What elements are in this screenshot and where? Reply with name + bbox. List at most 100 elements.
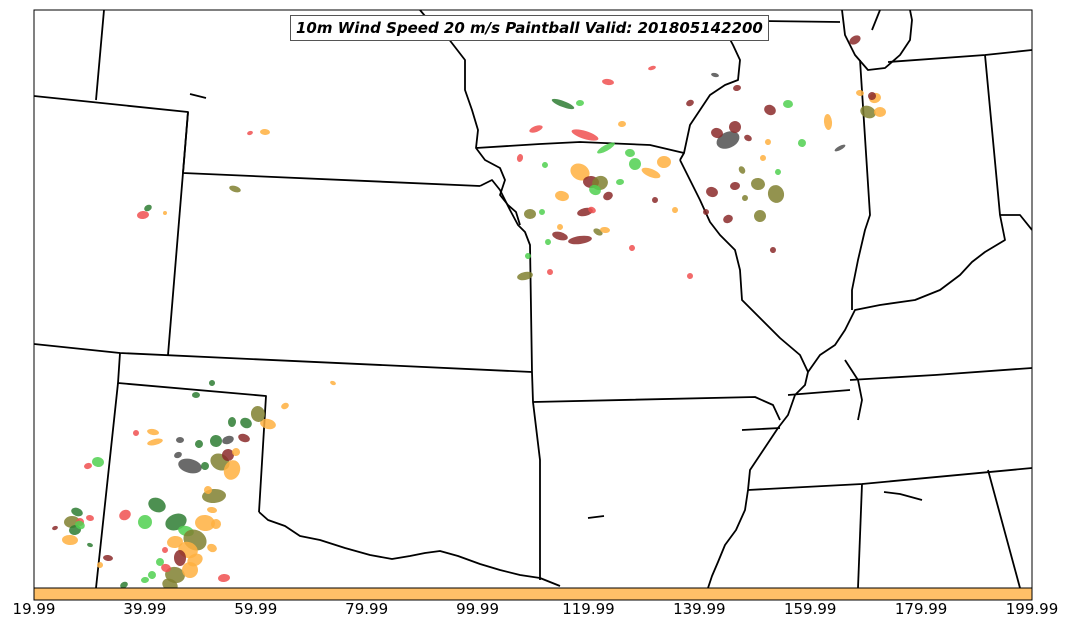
paintball-blob: [240, 417, 252, 429]
paintball-blob: [209, 380, 215, 386]
paintball-blob: [227, 417, 237, 427]
boundary-line: [117, 352, 267, 513]
paintball-blob: [84, 462, 92, 470]
boundary-line: [587, 515, 605, 519]
paintball-blob: [754, 210, 766, 222]
boundary-line: [741, 427, 781, 431]
boundary-line: [987, 469, 1021, 588]
paintball-blob: [86, 514, 94, 522]
state-boundaries: [34, 10, 1032, 588]
paintball-blob: [103, 554, 113, 562]
boundary-line: [883, 491, 923, 501]
paintball-blob: [178, 458, 202, 474]
paintball-blob: [874, 107, 886, 117]
paintball-blob: [576, 99, 584, 107]
paintball-blob: [552, 231, 568, 241]
paintball-blob: [281, 402, 289, 410]
paintball-blob: [148, 497, 166, 513]
boundary-line: [851, 59, 871, 310]
boundary-line: [531, 371, 541, 580]
paintball-blob: [147, 438, 163, 446]
paintball-blob: [625, 148, 635, 158]
paintball-blob: [120, 581, 128, 588]
paintball-blob: [551, 98, 575, 110]
paintball-blob: [174, 451, 182, 459]
paintball-blob: [545, 239, 551, 245]
colorbar-tick-label: 119.99: [562, 600, 615, 618]
paintball-blob: [156, 558, 164, 566]
colorbar-tick-label: 59.99: [234, 600, 278, 618]
paintball-blob: [207, 543, 217, 553]
boundary-line: [95, 382, 119, 588]
boundary-line: [167, 111, 189, 356]
paintball-blob: [192, 391, 200, 399]
paintball-blob: [138, 515, 152, 529]
paintball-blob: [770, 247, 776, 253]
paintball-blob: [232, 448, 240, 456]
paintball-blob: [775, 169, 781, 175]
paintball-blob: [703, 209, 709, 215]
paintball-blob: [686, 99, 694, 107]
boundary-line: [189, 93, 207, 99]
boundary-line: [841, 10, 913, 71]
boundary-line: [34, 343, 533, 373]
paintball-blob: [182, 562, 198, 578]
paintball-blob: [229, 185, 241, 193]
paintball-blob: [204, 486, 212, 494]
paintball-blob: [62, 534, 78, 546]
colorbar-tick-label: 199.99: [1005, 600, 1059, 618]
wind-speed-paintball-layer: [52, 35, 886, 588]
paintball-blob: [211, 519, 221, 529]
boundary-line: [1000, 214, 1032, 231]
paintball-blob: [222, 449, 234, 461]
paintball-blob: [723, 214, 733, 224]
paintball-blob: [92, 456, 104, 468]
paintball-blob: [555, 190, 569, 202]
paintball-blob: [260, 418, 276, 430]
paintball-blob: [247, 130, 253, 136]
paintball-blob: [137, 210, 149, 220]
boundary-line: [857, 483, 863, 588]
boundary-line: [258, 511, 561, 587]
paintball-blob: [218, 573, 230, 583]
paintball-blob: [133, 430, 139, 436]
paintball-blob: [744, 134, 752, 142]
paintball-blob: [856, 89, 864, 97]
paintball-blob: [652, 197, 658, 203]
paintball-blob: [147, 428, 159, 436]
paintball-blob: [162, 578, 178, 588]
paintball-blob: [570, 163, 590, 181]
paintball-blob: [641, 167, 661, 179]
colorbar-tick-label: 99.99: [456, 600, 500, 618]
paintball-blob: [767, 185, 785, 203]
paintball-blob: [729, 121, 741, 133]
paintball-blob: [557, 224, 563, 230]
map-title: 10m Wind Speed 20 m/s Paintball Valid: 2…: [290, 15, 769, 41]
paintball-blob: [603, 191, 613, 201]
paintball-blob: [834, 144, 846, 152]
colorbar-tick-label: 179.99: [894, 600, 948, 618]
paintball-blob: [868, 92, 876, 100]
paintball-blob: [75, 520, 85, 530]
paintball-blob: [516, 154, 524, 162]
colorbar: [33, 587, 1033, 601]
paintball-blob: [711, 72, 719, 78]
paintball-blob: [238, 433, 250, 443]
paintball-blob: [600, 226, 610, 234]
paintball-blob: [730, 181, 740, 191]
paintball-blob: [823, 114, 833, 130]
paintball-blob: [571, 129, 599, 141]
boundary-line: [475, 141, 685, 161]
paintball-blob: [760, 155, 766, 161]
paintball-blob: [765, 139, 771, 146]
paintball-blob: [141, 576, 149, 584]
paintball-blob: [148, 571, 156, 579]
boundary-line: [887, 49, 1032, 63]
paintball-blob: [711, 127, 723, 139]
boundary-line: [95, 10, 105, 101]
paintball-blob: [706, 186, 718, 198]
paintball-blob: [648, 65, 656, 71]
paintball-blob: [222, 435, 234, 445]
colorbar-tick-label: 159.99: [783, 600, 837, 618]
